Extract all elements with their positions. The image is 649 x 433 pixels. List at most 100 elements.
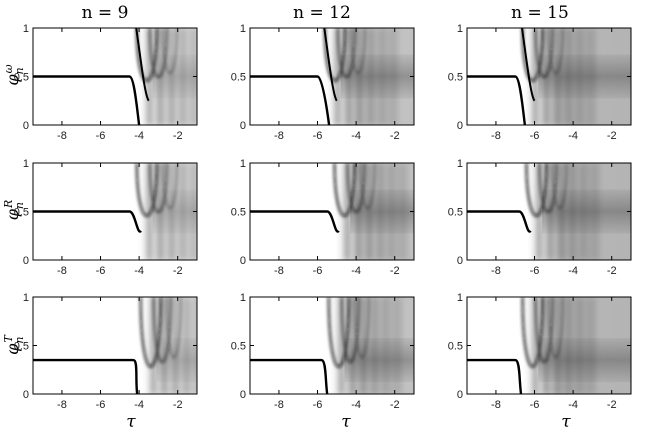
branch-smear	[532, 297, 538, 394]
x-tick-label: -8	[274, 399, 284, 411]
xlabel-col-1: τ	[126, 412, 136, 432]
loop-arcs	[135, 28, 178, 82]
y-tick-label: 0.5	[231, 72, 246, 84]
panel-omega-n12: -8 -6 -4 -2 0 0.5 1	[231, 23, 415, 142]
branch-smears	[338, 297, 402, 394]
branch-smear	[338, 297, 344, 394]
loop-arc	[135, 28, 158, 82]
branch-smear	[564, 28, 573, 125]
loop-arcs	[333, 163, 376, 217]
loop-arc	[525, 163, 548, 217]
branch-smear	[370, 297, 379, 394]
y-tick-label: 0	[240, 389, 246, 401]
x-tick-label: -4	[568, 265, 578, 277]
y-tick-label: 1	[240, 23, 246, 35]
omega-upper-branch	[520, 28, 536, 102]
x-tick-label: -2	[390, 130, 400, 142]
panel-body	[467, 28, 631, 125]
y-tick-label: 0	[23, 120, 29, 132]
panel-body	[250, 163, 414, 260]
branch-smear	[178, 28, 187, 125]
branch-smear	[391, 297, 402, 394]
x-tick-label: -4	[568, 130, 578, 142]
branch-smear	[553, 28, 561, 125]
loop-arc	[551, 163, 568, 210]
loop-arc	[354, 297, 370, 359]
plateau-curve	[467, 210, 532, 233]
x-tick-label: -2	[607, 130, 617, 142]
x-tick-label: -2	[173, 130, 183, 142]
x-tick-label: -8	[491, 399, 501, 411]
x-tick-label: -6	[530, 130, 540, 142]
x-tick-label: -8	[57, 265, 67, 277]
y-tick-label: 0.5	[14, 72, 29, 84]
y-tick-label: 0	[457, 255, 463, 267]
panel-body	[250, 28, 414, 125]
x-tick-label: -4	[351, 399, 361, 411]
branch-smear	[178, 163, 187, 260]
panel-omega-n9: -8 -6 -4 -2 0 0.5 1	[14, 23, 198, 142]
loop-arc	[521, 28, 544, 82]
branch-smear	[536, 163, 542, 260]
mode-band	[538, 54, 631, 99]
panel-body	[33, 163, 197, 260]
panel-T-n15: -8 -6 -4 -2 0 0.5 1	[448, 292, 632, 411]
y-tick-label: 1	[23, 23, 29, 35]
x-tick-label: -4	[568, 399, 578, 411]
panel-R-n12: -8 -6 -4 -2 0 0.5 1	[231, 158, 415, 277]
y-tick-label: 0	[240, 120, 246, 132]
branch-smear	[387, 28, 398, 125]
x-tick-label: -6	[530, 399, 540, 411]
loop-arc	[346, 163, 366, 213]
plateau-curve	[33, 210, 142, 233]
loop-arc	[162, 163, 178, 210]
y-tick-label: 1	[240, 158, 246, 170]
x-tick-label: -2	[173, 399, 183, 411]
branch-smear	[376, 163, 385, 260]
y-tick-label: 0.5	[448, 341, 463, 353]
branch-smear	[168, 28, 176, 125]
loop-arc	[323, 28, 346, 82]
y-tick-label: 0.5	[448, 72, 463, 84]
y-tick-label: 1	[457, 292, 463, 304]
x-tick-label: -2	[173, 265, 183, 277]
loop-arc	[149, 163, 168, 213]
plateau-curve	[250, 210, 340, 233]
panel-body	[33, 297, 197, 394]
panel-R-n9: -8 -6 -4 -2 0 0.5 1	[14, 158, 198, 277]
panel-body	[33, 28, 197, 125]
y-tick-label: 0.5	[231, 207, 246, 219]
branch-smear	[359, 297, 367, 394]
loop-arcs	[323, 28, 366, 82]
loop-arcs	[521, 297, 564, 368]
branch-smear	[377, 28, 387, 125]
branch-smear	[381, 297, 391, 394]
y-tick-label: 0	[23, 255, 29, 267]
branch-smear	[575, 28, 585, 125]
branch-smear	[557, 163, 565, 260]
x-tick-label: -4	[351, 265, 361, 277]
x-tick-label: -6	[96, 265, 106, 277]
loop-arc	[166, 297, 182, 359]
loop-arc	[152, 297, 172, 364]
loop-arcs	[139, 297, 182, 368]
branch-smear	[334, 28, 340, 125]
panel-T-n9: -8 -6 -4 -2 0 0.5 1	[14, 292, 198, 411]
y-tick-label: 1	[457, 23, 463, 35]
x-tick-label: -4	[351, 130, 361, 142]
x-tick-label: -8	[274, 265, 284, 277]
branch-smear	[365, 163, 373, 260]
x-tick-label: -8	[274, 130, 284, 142]
y-tick-label: 1	[240, 292, 246, 304]
branch-smear	[532, 28, 538, 125]
branch-smear	[578, 163, 588, 260]
xlabel-col-2: τ	[341, 412, 351, 432]
loop-arc	[548, 297, 564, 359]
y-tick-label: 0.5	[448, 207, 463, 219]
xlabel-col-3: τ	[561, 412, 571, 432]
x-tick-label: -4	[134, 130, 144, 142]
x-tick-label: -2	[390, 265, 400, 277]
x-tick-label: -6	[530, 265, 540, 277]
title-col-1: n = 9	[82, 3, 129, 23]
